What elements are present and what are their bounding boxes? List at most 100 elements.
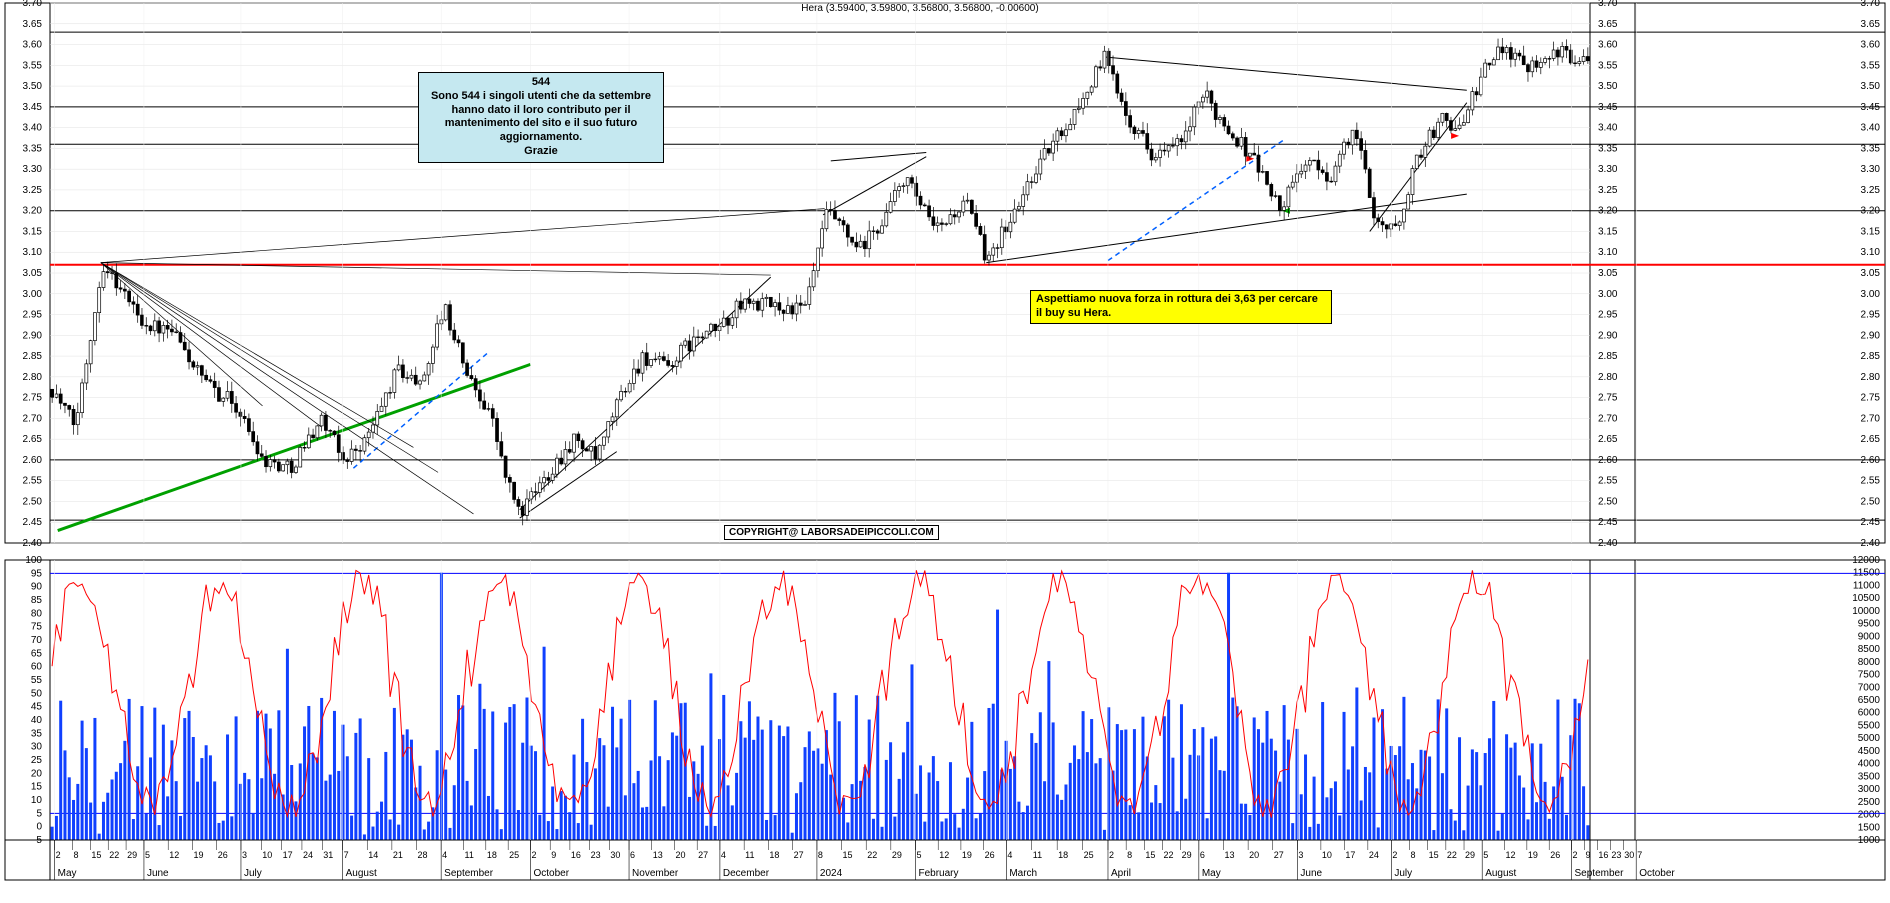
- svg-text:November: November: [632, 868, 679, 879]
- svg-text:3.55: 3.55: [23, 60, 43, 71]
- svg-text:2.65: 2.65: [1861, 434, 1881, 445]
- svg-text:25: 25: [509, 850, 519, 860]
- svg-text:29: 29: [892, 850, 902, 860]
- svg-text:2.60: 2.60: [23, 455, 43, 466]
- svg-text:3.50: 3.50: [1861, 81, 1881, 92]
- svg-text:8: 8: [1127, 850, 1132, 860]
- svg-text:2.95: 2.95: [1861, 310, 1881, 321]
- svg-text:2.55: 2.55: [23, 476, 43, 487]
- svg-text:2: 2: [56, 850, 61, 860]
- svg-text:0: 0: [36, 822, 42, 833]
- svg-text:October: October: [533, 868, 569, 879]
- copyright-text: COPYRIGHT@ LABORSADEIPICCOLI.COM: [729, 527, 934, 538]
- svg-text:March: March: [1009, 868, 1037, 879]
- svg-text:3.60: 3.60: [1861, 40, 1881, 51]
- svg-text:3.20: 3.20: [23, 206, 43, 217]
- svg-text:11: 11: [1033, 850, 1042, 860]
- svg-text:3.50: 3.50: [1598, 81, 1618, 92]
- svg-text:3.10: 3.10: [23, 247, 43, 258]
- svg-text:90: 90: [31, 582, 43, 593]
- svg-text:3.30: 3.30: [1598, 164, 1618, 175]
- svg-text:50: 50: [31, 688, 43, 699]
- svg-text:9: 9: [551, 850, 556, 860]
- svg-text:2.65: 2.65: [1598, 434, 1618, 445]
- svg-text:35: 35: [31, 728, 43, 739]
- svg-text:3500: 3500: [1858, 771, 1881, 782]
- svg-text:2024: 2024: [820, 868, 843, 879]
- svg-text:2.95: 2.95: [23, 310, 43, 321]
- svg-text:11: 11: [464, 850, 473, 860]
- svg-text:6000: 6000: [1858, 708, 1881, 719]
- svg-text:3.70: 3.70: [1861, 0, 1881, 9]
- svg-text:3.65: 3.65: [1598, 19, 1618, 30]
- svg-text:3.05: 3.05: [23, 268, 43, 279]
- svg-text:3.65: 3.65: [1861, 19, 1881, 30]
- svg-text:3.40: 3.40: [1598, 123, 1618, 134]
- chart-root: Hera (3.59400, 3.59800, 3.56800, 3.56800…: [0, 0, 1890, 903]
- svg-text:3: 3: [242, 850, 247, 860]
- svg-text:3: 3: [1298, 850, 1303, 860]
- svg-text:3.35: 3.35: [1598, 143, 1618, 154]
- svg-text:26: 26: [985, 850, 995, 860]
- svg-text:3.40: 3.40: [23, 123, 43, 134]
- svg-text:3.35: 3.35: [23, 143, 43, 154]
- svg-text:February: February: [918, 868, 958, 879]
- svg-text:55: 55: [31, 675, 43, 686]
- svg-text:19: 19: [193, 850, 203, 860]
- svg-text:August: August: [1485, 868, 1516, 879]
- svg-text:19: 19: [1528, 850, 1538, 860]
- svg-text:May: May: [58, 868, 77, 879]
- svg-text:2500: 2500: [1858, 797, 1881, 808]
- svg-text:3.50: 3.50: [23, 81, 43, 92]
- svg-text:2.85: 2.85: [1861, 351, 1881, 362]
- svg-text:3.15: 3.15: [23, 226, 43, 237]
- copyright-box: COPYRIGHT@ LABORSADEIPICCOLI.COM: [724, 525, 939, 540]
- svg-text:24: 24: [303, 850, 313, 860]
- svg-text:95: 95: [31, 568, 43, 579]
- svg-text:3.60: 3.60: [23, 40, 43, 51]
- svg-text:2.90: 2.90: [23, 330, 43, 341]
- svg-text:25: 25: [1084, 850, 1094, 860]
- svg-text:10000: 10000: [1852, 606, 1880, 617]
- svg-text:27: 27: [794, 850, 804, 860]
- svg-text:9500: 9500: [1858, 619, 1881, 630]
- svg-text:20: 20: [675, 850, 685, 860]
- svg-text:15: 15: [1429, 850, 1439, 860]
- svg-text:2.80: 2.80: [1861, 372, 1881, 383]
- svg-text:2.65: 2.65: [23, 434, 43, 445]
- svg-text:3.25: 3.25: [23, 185, 43, 196]
- svg-text:2.50: 2.50: [1598, 496, 1618, 507]
- svg-text:23: 23: [1611, 850, 1621, 860]
- svg-text:29: 29: [1465, 850, 1475, 860]
- svg-text:2.75: 2.75: [23, 393, 43, 404]
- svg-text:3.25: 3.25: [1861, 185, 1881, 196]
- svg-text:8: 8: [1411, 850, 1416, 860]
- svg-text:3.15: 3.15: [1598, 226, 1618, 237]
- svg-text:7000: 7000: [1858, 682, 1881, 693]
- svg-text:15: 15: [91, 850, 101, 860]
- svg-text:3.35: 3.35: [1861, 143, 1881, 154]
- svg-text:September: September: [1575, 868, 1625, 879]
- svg-text:7: 7: [1637, 850, 1642, 860]
- svg-text:2.40: 2.40: [23, 538, 43, 549]
- svg-text:1500: 1500: [1858, 822, 1881, 833]
- svg-text:20: 20: [31, 768, 43, 779]
- svg-text:2.80: 2.80: [23, 372, 43, 383]
- svg-text:2.50: 2.50: [1861, 496, 1881, 507]
- svg-text:23: 23: [591, 850, 601, 860]
- svg-text:30: 30: [1624, 850, 1634, 860]
- svg-text:40: 40: [31, 715, 43, 726]
- svg-text:17: 17: [1345, 850, 1355, 860]
- svg-text:29: 29: [127, 850, 137, 860]
- svg-text:3.05: 3.05: [1598, 268, 1618, 279]
- svg-text:17: 17: [283, 850, 293, 860]
- svg-text:2.45: 2.45: [23, 517, 43, 528]
- svg-text:3.10: 3.10: [1861, 247, 1881, 258]
- svg-text:22: 22: [1447, 850, 1457, 860]
- svg-text:3.55: 3.55: [1598, 60, 1618, 71]
- svg-text:3.30: 3.30: [23, 164, 43, 175]
- svg-text:13: 13: [1224, 850, 1234, 860]
- svg-text:2.40: 2.40: [1598, 538, 1618, 549]
- svg-text:September: September: [444, 868, 494, 879]
- svg-text:16: 16: [1598, 850, 1608, 860]
